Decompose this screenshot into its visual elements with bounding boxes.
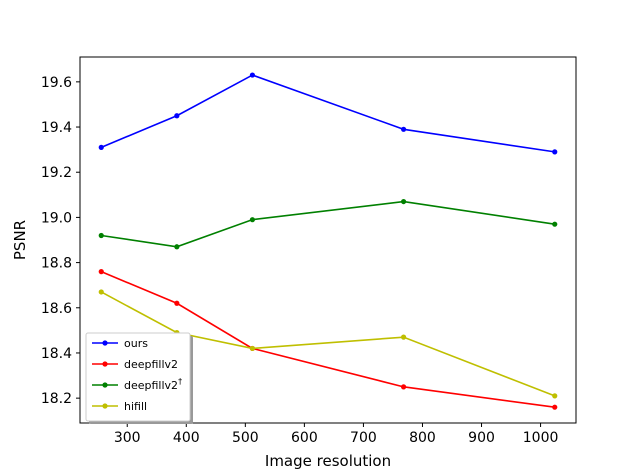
legend-item: hifill <box>92 400 147 413</box>
legend-label: ours <box>124 337 148 350</box>
data-point <box>249 217 256 223</box>
data-point <box>174 113 180 119</box>
data-point <box>400 198 407 205</box>
legend-swatch-marker <box>102 382 108 388</box>
series-lines <box>98 72 558 410</box>
data-point <box>552 393 558 399</box>
data-point <box>98 144 104 150</box>
series-line <box>101 200 555 248</box>
legend: ours deepfillv2 deepfillv2† hifill <box>85 332 193 424</box>
legend-swatch-marker <box>102 403 108 409</box>
legend-item: deepfillv2 <box>92 358 178 371</box>
legend-item: deepfillv2† <box>92 377 182 392</box>
legend-label: hifill <box>124 400 147 413</box>
data-point <box>552 404 558 410</box>
y-axis-ticks: 18.2 18.4 18.6 18.8 19.0 19.2 19.4 19.6 <box>41 75 80 407</box>
x-tick-label: 500 <box>232 430 259 446</box>
data-point <box>249 72 256 78</box>
series-ours <box>98 72 558 155</box>
y-axis-label: PSNR <box>11 220 29 260</box>
y-tick-label: 19.6 <box>41 75 72 91</box>
y-tick-label: 18.6 <box>41 301 72 317</box>
y-tick-label: 19.4 <box>41 120 72 136</box>
data-point <box>174 300 180 306</box>
data-point <box>174 244 180 250</box>
x-tick-label: 400 <box>173 430 200 446</box>
legend-label: deepfillv2† <box>124 377 182 392</box>
x-axis-label: Image resolution <box>265 452 391 470</box>
x-tick-label: 600 <box>291 430 318 446</box>
series-deepfillv2-dagger <box>98 198 558 250</box>
legend-swatch-marker <box>102 361 108 367</box>
y-tick-label: 19.0 <box>41 210 72 226</box>
y-tick-label: 18.2 <box>41 391 72 407</box>
data-point <box>98 232 104 239</box>
series-line <box>100 74 555 153</box>
data-point <box>552 221 558 227</box>
data-point <box>400 334 407 340</box>
legend-item: ours <box>92 337 148 350</box>
data-point <box>400 384 407 390</box>
legend-swatch-marker <box>102 340 108 346</box>
data-point <box>98 289 104 295</box>
data-point <box>400 126 407 132</box>
legend-label-superscript: † <box>178 377 182 386</box>
legend-box <box>85 332 191 422</box>
data-point <box>98 269 104 275</box>
legend-label: deepfillv2 <box>124 358 178 371</box>
x-tick-label: 700 <box>350 430 377 446</box>
x-tick-label: 800 <box>409 430 436 446</box>
x-tick-label: 1000 <box>523 430 559 446</box>
data-point <box>552 149 558 155</box>
y-tick-label: 18.8 <box>41 256 72 272</box>
y-tick-label: 18.4 <box>41 346 72 362</box>
x-tick-label: 900 <box>468 430 495 446</box>
data-point <box>249 345 256 352</box>
x-axis-ticks: 300 400 500 600 700 800 900 1000 <box>114 423 559 446</box>
x-tick-label: 300 <box>114 430 141 446</box>
y-tick-label: 19.2 <box>41 165 72 181</box>
plot-frame <box>79 56 577 424</box>
